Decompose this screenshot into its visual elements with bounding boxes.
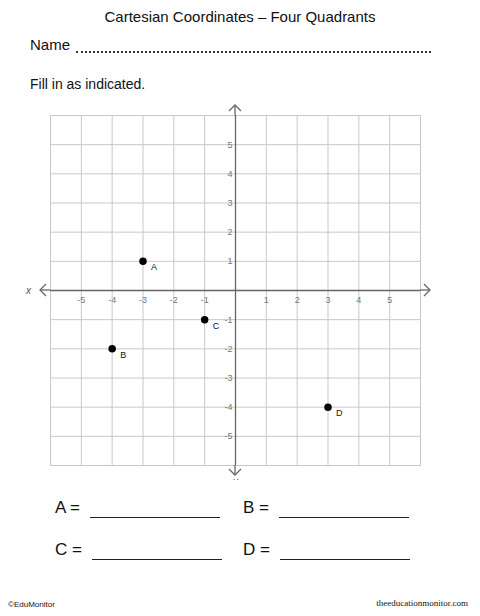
svg-text:1: 1 [264, 295, 269, 305]
html-text:©EduMonitor: ©EduMonitor [8, 600, 55, 609]
html-text:theeducationmonitor.com: theeducationmonitor.com [376, 598, 468, 608]
svg-text:-2: -2 [224, 344, 232, 354]
svg-text:4: 4 [227, 169, 232, 179]
html-text:C =: C = [55, 540, 82, 559]
svg-text:y: y [232, 476, 239, 480]
svg-text:4: 4 [356, 295, 361, 305]
svg-text:x: x [25, 285, 32, 296]
html-text:Cartesian Coordinates – Four Q: Cartesian Coordinates – Four Quadrants [104, 8, 376, 25]
svg-text:-3: -3 [139, 295, 147, 305]
svg-text:-5: -5 [77, 295, 85, 305]
html-text:D =: D = [243, 540, 270, 559]
html-text:Name: Name [30, 36, 70, 53]
svg-text:A: A [151, 262, 157, 272]
svg-text:-1: -1 [201, 295, 209, 305]
svg-text:D: D [336, 408, 343, 418]
svg-text:2: 2 [295, 295, 300, 305]
svg-text:-2: -2 [170, 295, 178, 305]
svg-text:3: 3 [325, 295, 330, 305]
svg-text:2: 2 [227, 227, 232, 237]
html-text:B =: B = [243, 498, 269, 517]
svg-text:-3: -3 [224, 373, 232, 383]
html-text:A =: A = [55, 498, 81, 517]
svg-text:5: 5 [387, 295, 392, 305]
html-text:Fill in as indicated.: Fill in as indicated. [30, 76, 146, 92]
svg-text:3: 3 [227, 198, 232, 208]
svg-text:-5: -5 [224, 431, 232, 441]
svg-text:5: 5 [227, 140, 232, 150]
svg-text:B: B [120, 350, 126, 360]
svg-text:C: C [213, 321, 220, 331]
svg-text:-4: -4 [224, 402, 232, 412]
svg-text:-4: -4 [108, 295, 116, 305]
svg-text:1: 1 [227, 256, 232, 266]
svg-text:-1: -1 [224, 315, 232, 325]
